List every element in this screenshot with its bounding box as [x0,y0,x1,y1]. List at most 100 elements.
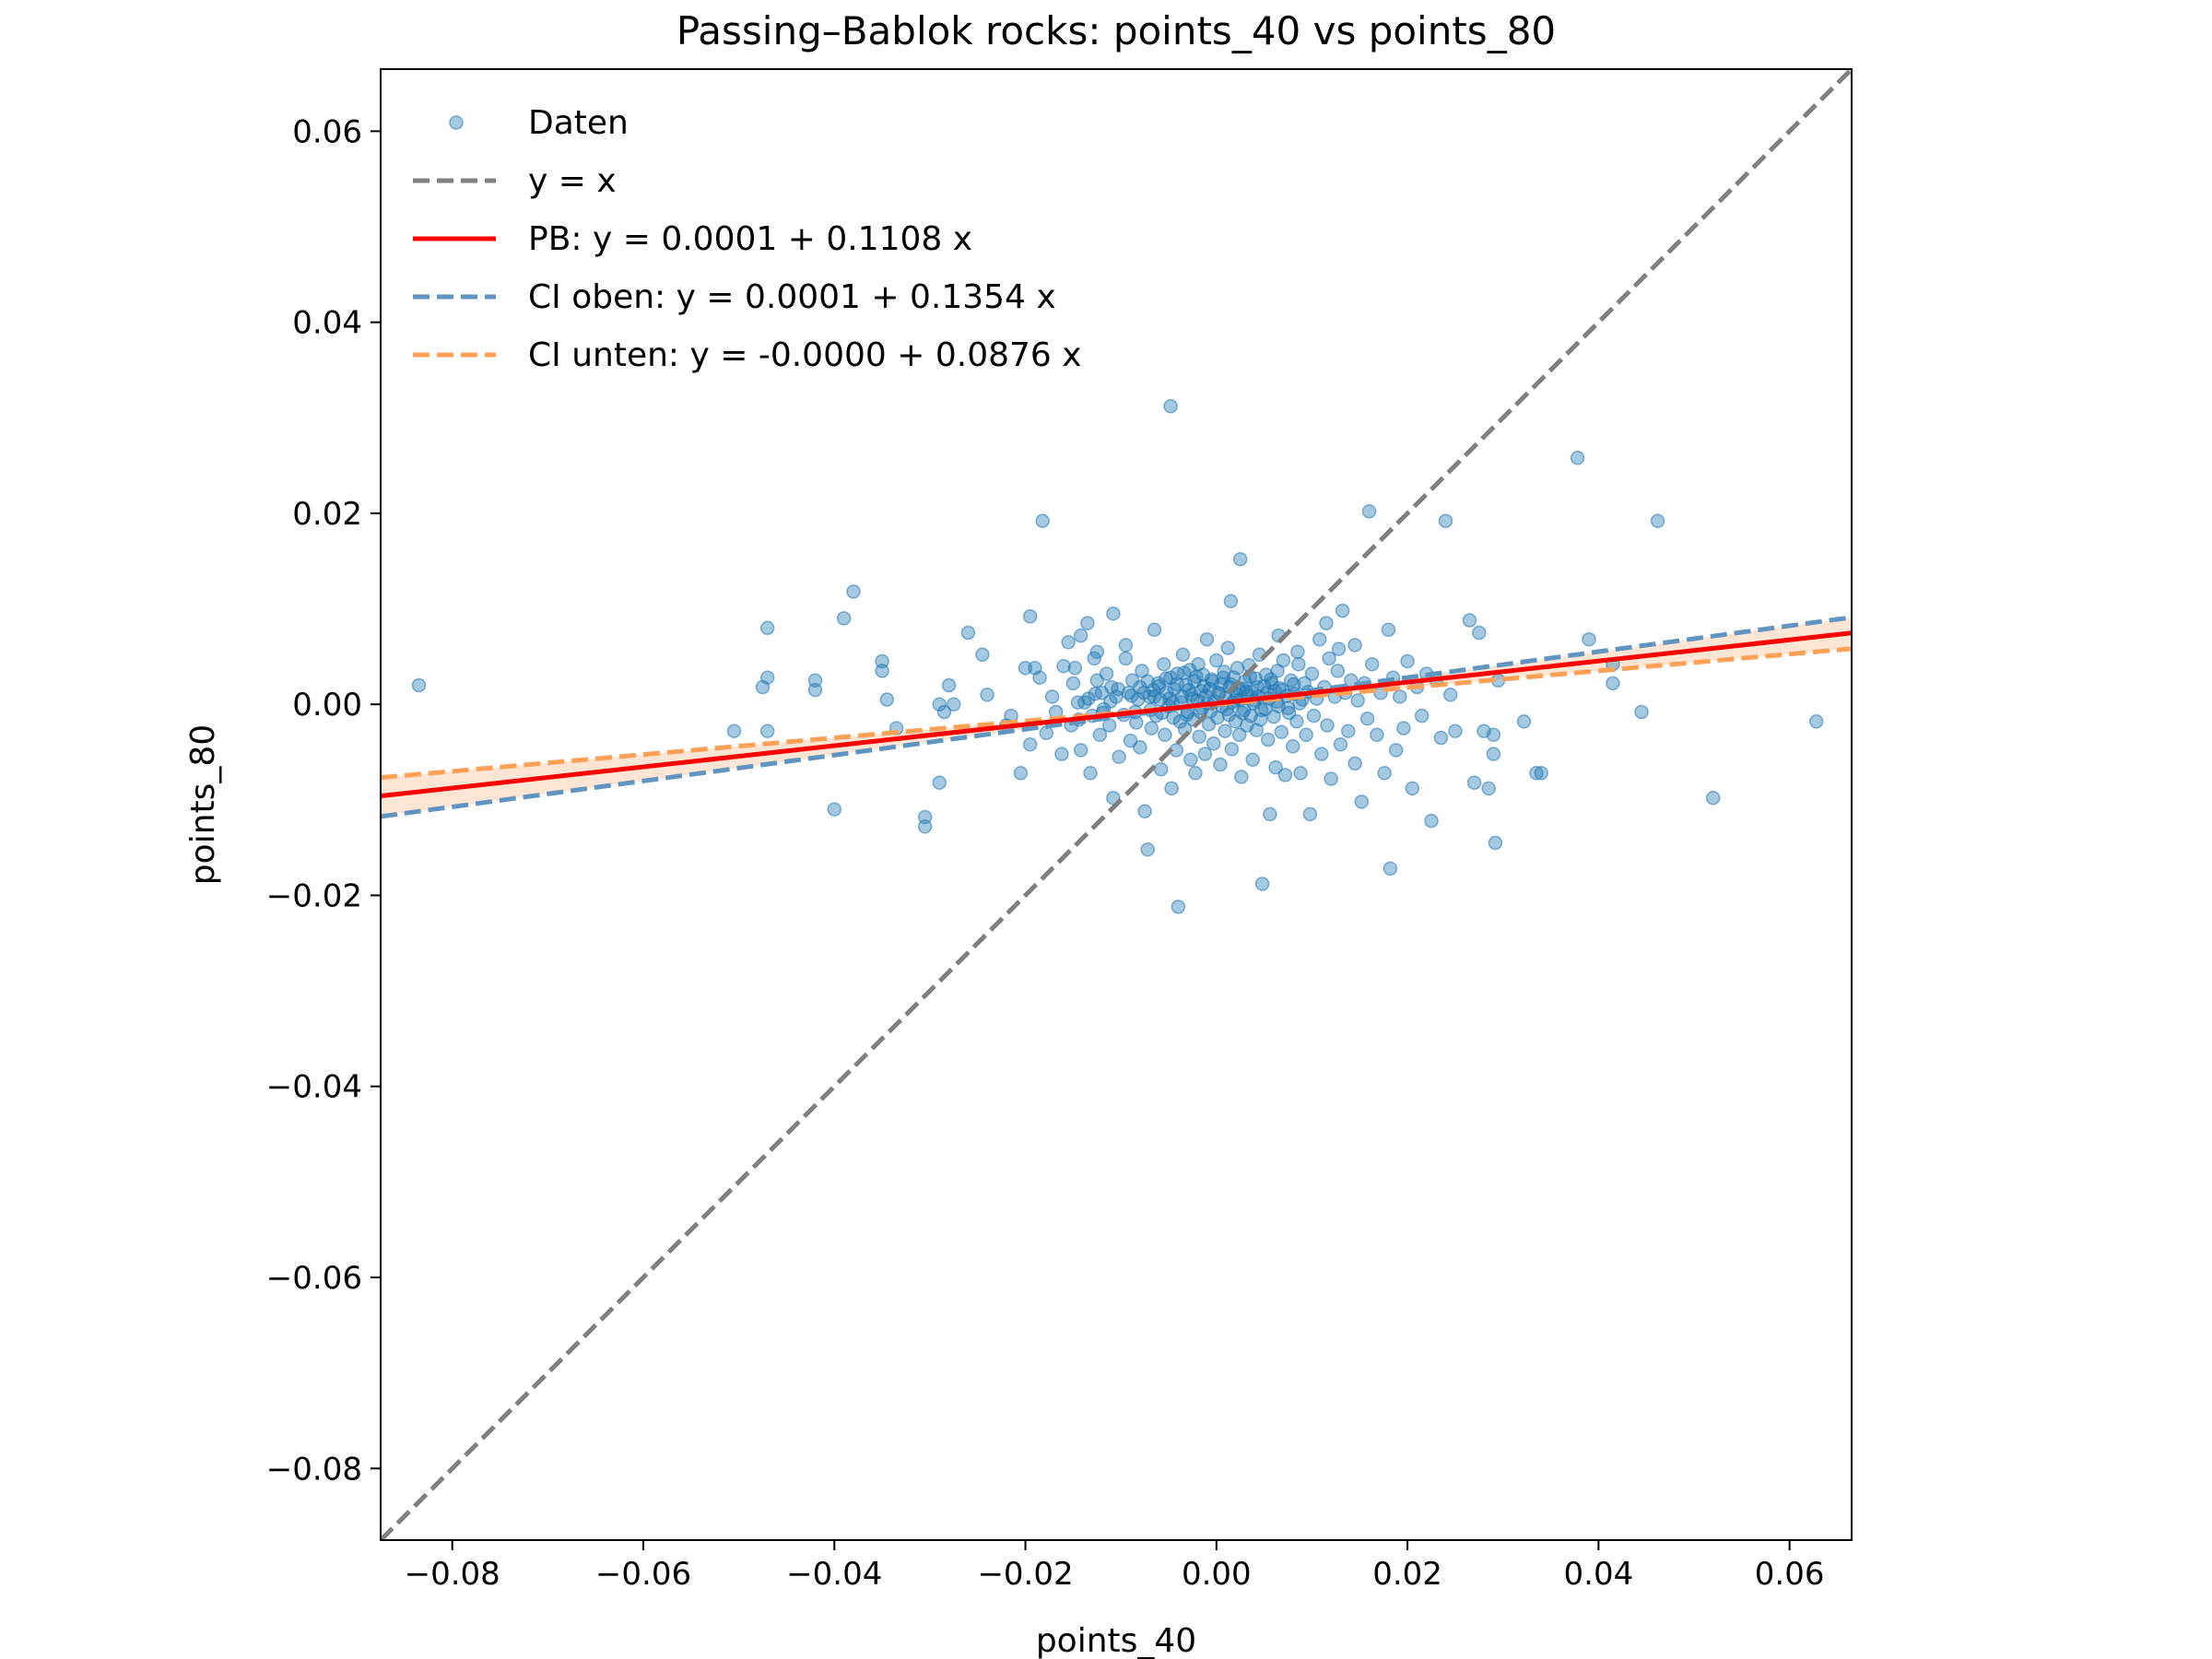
data-point [1073,628,1088,643]
data-point [1103,694,1118,709]
y-tick-label: 0.04 [292,305,362,342]
data-point [1054,747,1069,761]
data-point [1089,673,1105,688]
data-point [1112,749,1126,764]
data-point [1231,727,1247,743]
data-point [1137,804,1152,819]
data-point [1341,724,1356,738]
data-point [1175,647,1191,663]
data-point [1268,759,1283,775]
data-point [759,620,775,636]
data-point [1424,813,1439,829]
data-point [1118,651,1134,666]
data-point [1414,708,1430,724]
data-point [846,584,861,599]
data-point [941,677,957,693]
data-point [1061,635,1076,650]
plot-frame [380,68,1853,1541]
data-point [807,682,823,698]
legend-item-pb: PB: y = 0.0001 + 0.1108 x [413,220,972,258]
data-point [960,625,976,641]
data-point [1287,677,1301,692]
legend-label: CI oben: y = 0.0001 + 0.1354 x [528,278,1056,316]
y-tick-label: −0.02 [266,877,362,914]
legend-item-points: Daten [449,104,629,142]
data-point [917,809,933,825]
y-tick-label: 0.06 [292,113,362,150]
data-point [1606,676,1620,691]
data-point [1106,606,1121,621]
data-point [1182,682,1196,698]
data-point [1035,513,1050,528]
data-point [1223,594,1239,609]
data-point [1249,723,1265,737]
data-point [980,688,994,702]
data-point [1393,689,1407,704]
data-point [879,692,895,707]
data-point [411,677,427,693]
data-point [1199,631,1215,647]
data-point [1123,733,1138,748]
data-point [1205,674,1220,689]
data-point [1570,451,1585,465]
data-point [1472,625,1487,641]
data-point [1347,638,1362,653]
legend-label: PB: y = 0.0001 + 0.1108 x [528,220,972,258]
legend-label: CI unten: y = -0.0000 + 0.0876 x [528,336,1082,374]
data-point [1324,771,1338,786]
data-point [1333,736,1348,752]
x-axis-label: points_40 [1036,1622,1196,1659]
data-point [726,724,742,738]
data-point [875,664,889,678]
y-axis-label: points_80 [184,724,222,885]
data-point [1083,766,1098,781]
data-point [1582,631,1596,647]
data-point [1140,841,1155,857]
data-point [1396,721,1411,735]
data-point [1364,656,1380,672]
data-point [1218,724,1232,738]
data-point [947,697,961,712]
data-point [1080,616,1095,630]
legend-label: y = x [528,162,617,200]
data-point [1171,900,1186,914]
data-point [1331,641,1347,656]
data-point [1361,504,1377,519]
data-point [1166,710,1181,725]
data-point [1299,727,1313,743]
data-point [1065,676,1081,691]
data-point [1277,768,1293,782]
data-point [1488,835,1503,851]
data-point [1164,781,1179,796]
data-point [1118,638,1134,653]
data-point [1304,666,1320,681]
data-point [1188,766,1203,781]
y-tick-label: 0.02 [292,496,362,533]
data-point [1466,775,1482,790]
data-point [1486,747,1501,761]
data-point [1381,622,1396,638]
x-tick-label: −0.02 [977,1556,1073,1593]
data-point [1276,653,1291,668]
data-point [1092,727,1108,743]
data-point [1206,735,1221,751]
data-point [1157,656,1171,672]
data-point [1196,678,1212,694]
data-point [1197,747,1213,761]
data-point [1129,715,1144,730]
data-point [1213,757,1228,772]
data-point [1099,666,1114,681]
data-point [975,647,990,663]
data-point [1209,653,1224,668]
data-point [1067,661,1083,676]
data-point [1056,658,1071,674]
data-point [1235,705,1250,721]
data-point [1163,399,1178,414]
data-point [1253,702,1269,718]
data-point [1159,671,1173,686]
data-point [1433,730,1449,746]
data-point [1377,766,1392,781]
data-point [1111,681,1125,697]
